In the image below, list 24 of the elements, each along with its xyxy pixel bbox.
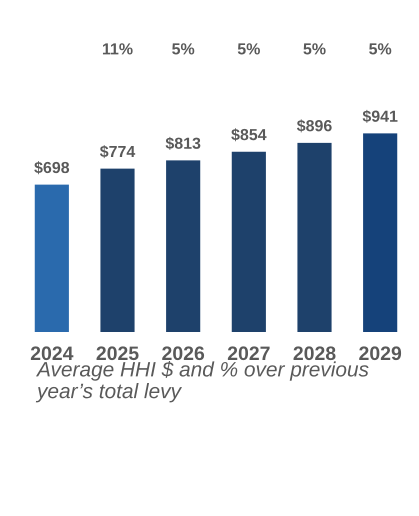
bar (100, 168, 135, 332)
x-tick-label: 2028 (294, 346, 336, 360)
bar (232, 152, 266, 332)
text: 5% (172, 43, 194, 55)
x-tick-label: 2026 (162, 346, 204, 360)
text: 5% (238, 43, 260, 55)
bar (297, 142, 332, 332)
text: 11% (102, 43, 133, 54)
bar (166, 160, 200, 332)
x-tick-label: 2027 (228, 346, 270, 360)
bar (363, 133, 398, 332)
data-label: $774 (100, 145, 136, 158)
data-label: $941 (362, 110, 398, 123)
data-label: $698 (34, 161, 70, 174)
x-tick-label: 2029 (359, 346, 402, 360)
bar (34, 184, 69, 332)
text: 5% (303, 43, 326, 55)
x-tick-label: 2025 (96, 346, 139, 360)
text: Average HHI $ and % over previous year’s total levy (36, 361, 369, 402)
data-label: $896 (296, 119, 332, 132)
x-tick-label: 2024 (30, 346, 74, 360)
data-label: $813 (166, 136, 200, 150)
text: 5% (369, 43, 392, 55)
data-label: $854 (231, 128, 267, 142)
